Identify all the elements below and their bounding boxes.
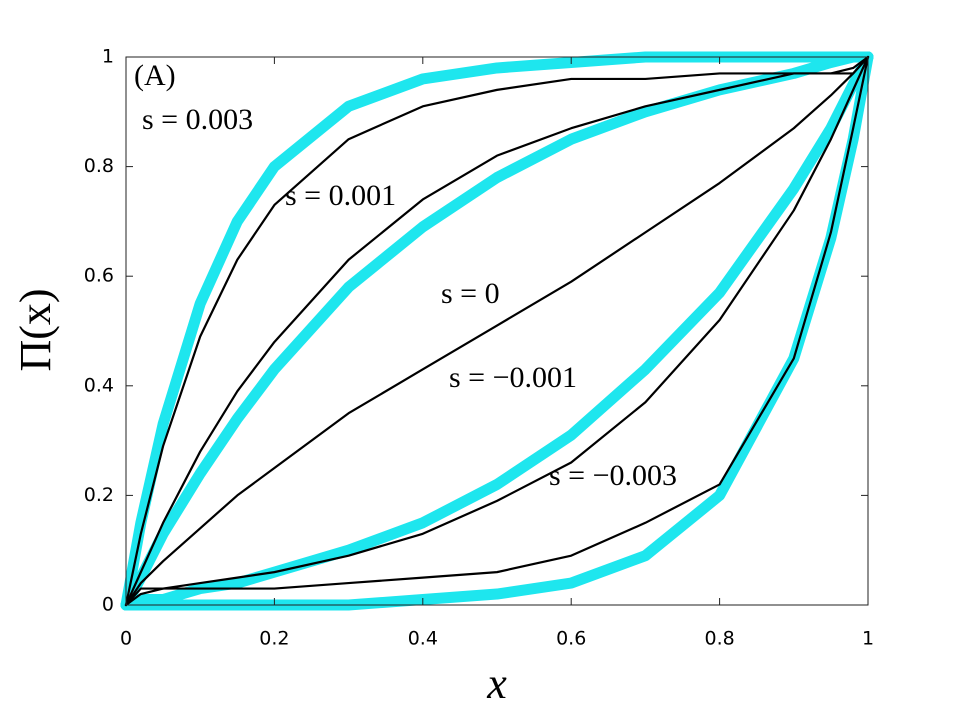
plot-area xyxy=(126,57,868,605)
series-line xyxy=(124,55,870,607)
annotation: s = 0.003 xyxy=(142,103,253,136)
x-tick-label: 0.2 xyxy=(259,628,289,650)
y-tick-label: 0.4 xyxy=(84,374,114,396)
plot-frame xyxy=(125,56,869,606)
annotation: s = 0 xyxy=(441,277,500,310)
y-tick-label: 0.2 xyxy=(84,484,114,506)
y-tick-label: 0 xyxy=(102,594,114,616)
series-line xyxy=(120,51,874,611)
y-axis-label: Π(x) xyxy=(11,288,60,371)
x-tick-label: 0 xyxy=(120,628,132,650)
x-tick-label: 0.6 xyxy=(556,628,586,650)
x-tick-label: 0.4 xyxy=(408,628,438,650)
annotation: s = −0.003 xyxy=(549,459,677,492)
series-line xyxy=(124,55,870,607)
y-tick-label: 1 xyxy=(102,46,114,68)
y-tick-label: 0.8 xyxy=(84,155,114,177)
x-tick-label: 0.8 xyxy=(704,628,734,650)
series-line xyxy=(124,55,870,607)
x-axis-label: x xyxy=(486,659,507,708)
series-line xyxy=(124,55,870,607)
annotation: s = −0.001 xyxy=(449,361,577,394)
x-tick-label: 1 xyxy=(862,628,874,650)
series-line xyxy=(120,51,874,611)
annotation: s = 0.001 xyxy=(285,179,396,212)
y-tick-label: 0.6 xyxy=(84,265,114,287)
annotation: (A) xyxy=(134,59,176,92)
